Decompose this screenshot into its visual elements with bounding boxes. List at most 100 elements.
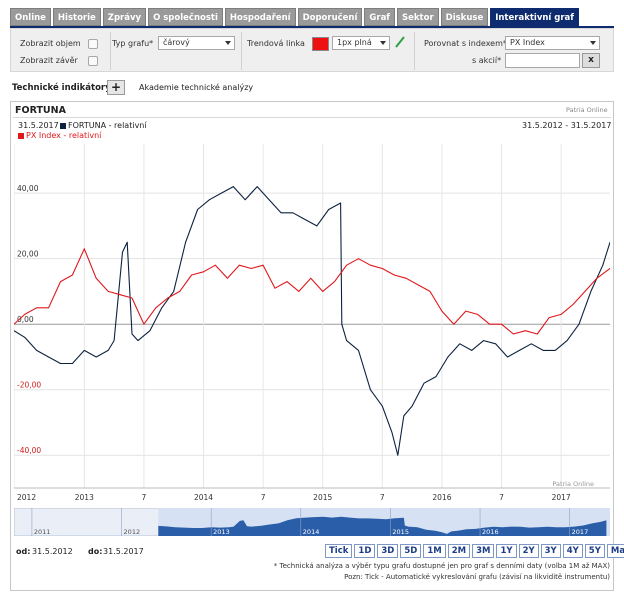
- data-point-px-index: [429, 291, 431, 292]
- navigator-area: [158, 516, 607, 536]
- y-tick-label: 20,00: [17, 250, 39, 259]
- data-point-fortuna: [471, 350, 473, 351]
- divider: [241, 32, 242, 70]
- data-point-fortuna: [131, 333, 133, 335]
- legend-date: 31.5.2017: [18, 121, 59, 130]
- data-point-px-index: [560, 314, 562, 315]
- compare-index-select[interactable]: PX Index: [505, 36, 600, 50]
- navigator-year-label: 2013: [213, 528, 230, 536]
- price-chart[interactable]: 40,00 20,00 0,00 -20,00 -40,00 2012 2013 7 2014…: [14, 140, 610, 506]
- tab-underline: [10, 26, 614, 28]
- data-point-fortuna: [149, 330, 151, 332]
- range-button-2m[interactable]: 2M: [447, 544, 471, 558]
- x-tick-label: 2014: [194, 493, 213, 502]
- data-point-px-index: [381, 268, 383, 269]
- data-point-px-index: [393, 274, 395, 276]
- from-date-value[interactable]: 31.5.2012: [32, 547, 73, 556]
- data-point-fortuna: [341, 323, 343, 325]
- data-point-fortuna: [107, 350, 109, 351]
- range-button-4y[interactable]: 4Y: [562, 544, 583, 558]
- data-point-fortuna: [403, 415, 405, 417]
- trend-width-select[interactable]: 1px plná: [332, 36, 390, 50]
- data-point-px-index: [596, 277, 598, 279]
- technical-indicators-label: Technické indikátory*:: [12, 83, 119, 93]
- range-button-3d[interactable]: 3D: [377, 544, 399, 558]
- show-close-checkbox[interactable]: [88, 56, 98, 66]
- to-date-value[interactable]: 31.5.2017: [103, 547, 144, 556]
- data-point-fortuna: [197, 209, 199, 210]
- range-button-1d[interactable]: 1D: [354, 544, 376, 558]
- data-point-px-index: [298, 291, 300, 292]
- range-button-tick[interactable]: Tick: [325, 544, 353, 558]
- data-point-px-index: [548, 317, 550, 318]
- chart-watermark: Patria Online: [552, 480, 594, 488]
- data-point-px-index: [501, 323, 502, 325]
- tab-doporučení[interactable]: Doporučení: [297, 8, 363, 26]
- x-tick-label: 2016: [432, 493, 451, 502]
- data-point-fortuna: [590, 291, 592, 292]
- data-point-px-index: [477, 314, 479, 315]
- chevron-down-icon: [225, 41, 231, 45]
- data-point-fortuna: [72, 363, 73, 364]
- legend-fortuna: FORTUNA - relativní: [68, 121, 147, 130]
- y-tick-label: 40,00: [17, 184, 39, 193]
- tab-sektor[interactable]: Sektor: [397, 8, 439, 26]
- navigator-year-label: 2011: [34, 528, 51, 536]
- tab-bar: Online Historie Zprávy O společnosti Hospoda…: [10, 8, 579, 26]
- tab-historie[interactable]: Historie: [52, 8, 101, 26]
- legend-swatch-px: [18, 133, 24, 139]
- data-point-px-index: [262, 264, 264, 266]
- range-button-1y[interactable]: 1Y: [496, 544, 517, 558]
- navigator-year-label: 2012: [124, 528, 141, 536]
- data-point-fortuna: [244, 199, 246, 201]
- add-indicator-button[interactable]: +: [107, 80, 125, 95]
- range-button-5d[interactable]: 5D: [400, 544, 422, 558]
- tab-diskuse[interactable]: Diskuse: [440, 8, 489, 26]
- divider: [13, 117, 611, 118]
- tab-online[interactable]: Online: [10, 8, 51, 26]
- tab-graf[interactable]: Graf: [364, 8, 396, 26]
- tab-interaktivní-graf[interactable]: Interaktivní graf: [490, 8, 579, 26]
- data-point-px-index: [107, 291, 109, 292]
- data-point-px-index: [489, 323, 490, 325]
- data-point-fortuna: [209, 199, 210, 201]
- data-point-fortuna: [316, 225, 318, 227]
- trend-width-value: 1px plná: [337, 38, 372, 47]
- data-point-fortuna: [24, 336, 26, 338]
- chart-title: FORTUNA: [15, 105, 66, 116]
- x-tick-label: 7: [499, 493, 504, 502]
- range-button-1m[interactable]: 1M: [423, 544, 446, 558]
- range-button-5y[interactable]: 5Y: [584, 544, 605, 558]
- navigator-year-label: 2014: [303, 528, 320, 536]
- tab-hospodaření[interactable]: Hospodaření: [224, 8, 296, 26]
- technical-analysis-academy-link[interactable]: Akademie technické analýzy: [139, 83, 254, 92]
- range-navigator[interactable]: 2011 2012 2013 2014 2015 2016 2017: [14, 508, 610, 536]
- range-button-max[interactable]: Max: [606, 544, 624, 558]
- data-point-px-index: [48, 307, 49, 309]
- data-point-px-index: [119, 294, 121, 296]
- data-point-fortuna: [381, 405, 383, 407]
- tab-o-společnosti[interactable]: O společnosti: [148, 8, 223, 26]
- navigator-year-label: 2016: [482, 528, 499, 536]
- divider: [110, 32, 111, 70]
- range-button-3y[interactable]: 3Y: [540, 544, 561, 558]
- show-volume-checkbox[interactable]: [88, 39, 98, 49]
- data-point-fortuna: [602, 264, 604, 266]
- data-point-fortuna: [358, 350, 359, 351]
- compare-stock-input[interactable]: [505, 53, 580, 68]
- chart-type-select[interactable]: čárový: [158, 36, 235, 50]
- data-point-fortuna: [542, 350, 544, 351]
- chevron-down-icon: [590, 41, 596, 45]
- series-line-fortuna: [14, 186, 610, 456]
- pencil-icon[interactable]: [394, 35, 406, 49]
- data-point-px-index: [250, 268, 252, 269]
- range-button-2y[interactable]: 2Y: [518, 544, 539, 558]
- data-point-px-index: [131, 297, 133, 299]
- tab-zprávy[interactable]: Zprávy: [102, 8, 147, 26]
- range-button-3m[interactable]: 3M: [472, 544, 495, 558]
- data-point-fortuna: [346, 340, 347, 341]
- data-point-px-index: [143, 323, 145, 325]
- data-point-px-index: [215, 264, 216, 266]
- trend-color-picker[interactable]: [312, 37, 329, 51]
- clear-compare-button[interactable]: x: [582, 53, 600, 68]
